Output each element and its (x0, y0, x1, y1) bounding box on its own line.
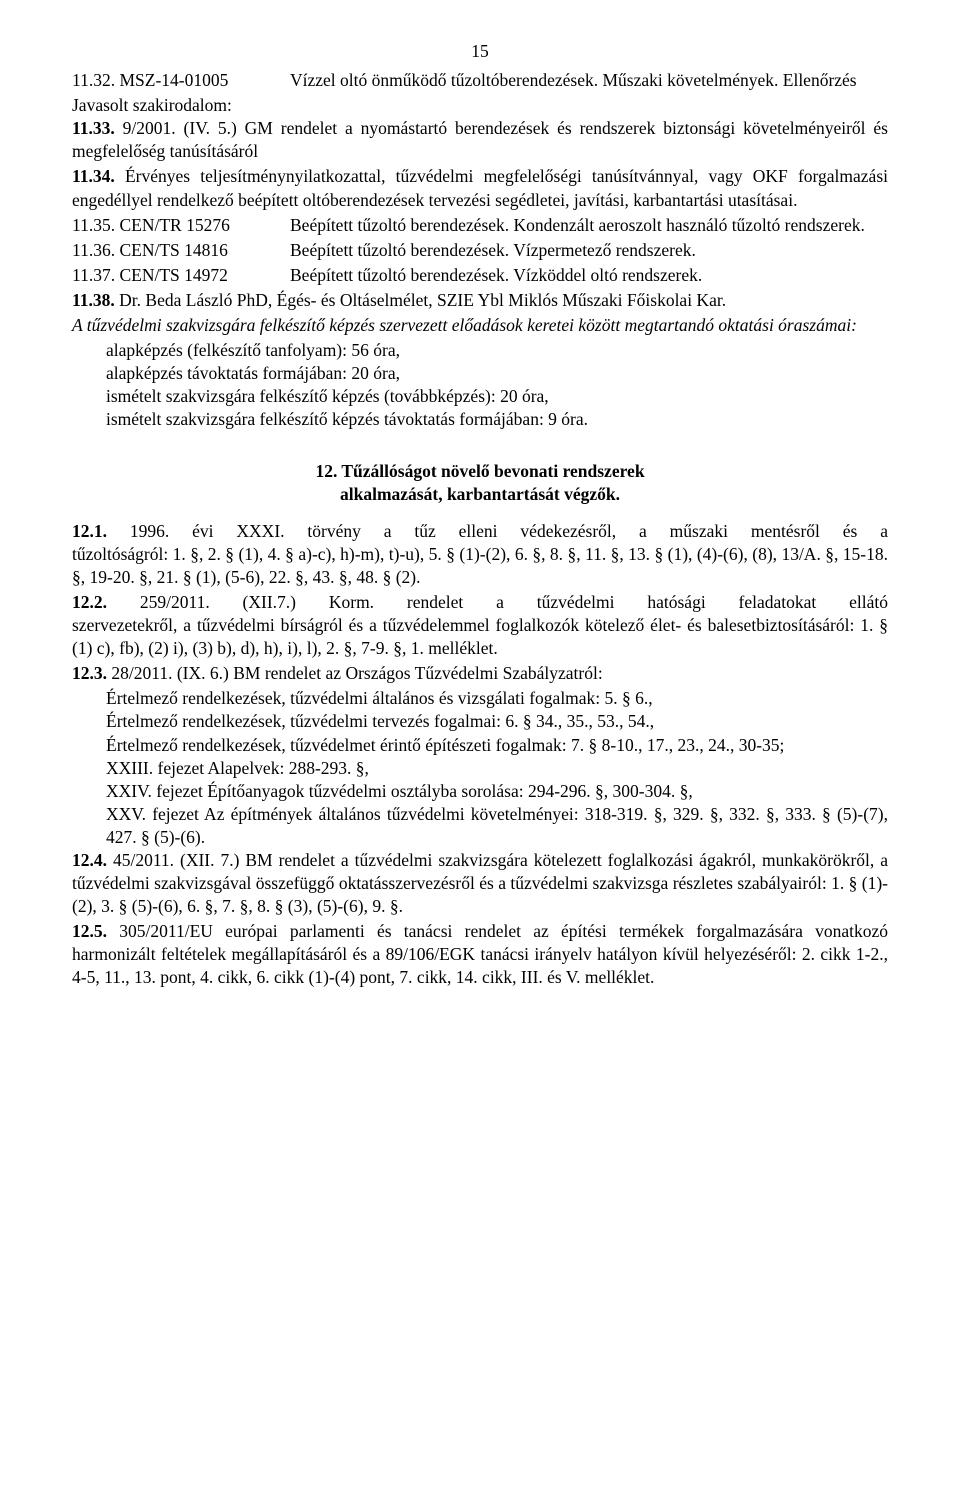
para-text: rendelet a tűzvédelmi hatósági feladatok… (374, 592, 888, 612)
para-text: 305/2011/EU európai parlamenti és tanács… (72, 921, 888, 987)
list-item: alapképzés távoktatás formájában: 20 óra… (106, 362, 888, 385)
para-text: 28/2011. (IX. 6.) BM rendelet az Országo… (107, 663, 603, 683)
entry-label: 11.37. CEN/TS 14972 (72, 264, 290, 287)
javasolt-szakirodalom: Javasolt szakirodalom: (72, 94, 888, 117)
para-12-5: 12.5. 305/2011/EU európai parlamenti és … (72, 920, 888, 989)
para-text: tűzoltóságról: 1. §, 2. § (1), 4. § a)-c… (72, 543, 888, 589)
list-item: ismételt szakvizsgára felkészítő képzés … (106, 385, 888, 408)
para-text: szervezetekről, a tűzvédelmi bírságról é… (72, 614, 888, 660)
heading-line: alkalmazását, karbantartását végzők. (72, 483, 888, 506)
para-11-33: 11.33. 9/2001. (IV. 5.) GM rendelet a ny… (72, 117, 888, 163)
para-11-38: 11.38. Dr. Beda László PhD, Égés- és Olt… (72, 289, 888, 312)
list-item: XXIII. fejezet Alapelvek: 288-293. §, (106, 757, 888, 780)
orak-intro: A tűzvédelmi szakvizsgára felkészítő kép… (72, 314, 888, 337)
para-label: 12.3. (72, 663, 107, 683)
para-label: 12.1. (72, 521, 107, 541)
entry-label: 11.35. CEN/TR 15276 (72, 214, 290, 237)
para-12-1: 12.1. 1996. évi XXXI. törvény a tűz elle… (72, 520, 888, 589)
para-text: 45/2011. (XII. 7.) BM rendelet a tűzvéde… (72, 850, 888, 916)
para-text: 1996. évi XXXI. (107, 521, 285, 541)
list-item: Értelmező rendelkezések, tűzvédelmet éri… (106, 734, 888, 757)
para-text: Dr. Beda László PhD, Égés- és Oltáselmél… (115, 290, 726, 310)
para-label: 11.34. (72, 166, 115, 186)
entry-desc: Vízzel oltó önműködő tűzoltóberendezések… (290, 69, 888, 92)
orak-list: alapképzés (felkészítő tanfolyam): 56 ór… (72, 339, 888, 431)
section-heading-12: 12. Tűzállóságot növelő bevonati rendsze… (72, 460, 888, 506)
para-text: törvény a tűz elleni védekezésről, a műs… (285, 521, 888, 541)
para-12-3: 12.3. 28/2011. (IX. 6.) BM rendelet az O… (72, 662, 888, 685)
entry-11-36: 11.36. CEN/TS 14816 Beépített tűzoltó be… (72, 239, 888, 262)
list-item: alapképzés (felkészítő tanfolyam): 56 ór… (106, 339, 888, 362)
para-label: 12.5. (72, 921, 107, 941)
para-text: 9/2001. (IV. 5.) GM rendelet a nyomástar… (72, 118, 888, 161)
entry-11-32: 11.32. MSZ-14-01005 Vízzel oltó önműködő… (72, 69, 888, 92)
para-12-3-sublist: Értelmező rendelkezések, tűzvédelmi álta… (72, 687, 888, 849)
heading-line: 12. Tűzállóságot növelő bevonati rendsze… (72, 460, 888, 483)
para-text: 259/2011. (XII.7.) Korm. (107, 592, 374, 612)
entry-label: 11.36. CEN/TS 14816 (72, 239, 290, 262)
entry-11-35: 11.35. CEN/TR 15276 Beépített tűzoltó be… (72, 214, 888, 237)
para-label: 12.2. (72, 592, 107, 612)
para-text: Érvényes teljesítménynyilatkozattal, tűz… (72, 166, 888, 209)
page-number: 15 (72, 40, 888, 63)
entry-11-37: 11.37. CEN/TS 14972 Beépített tűzoltó be… (72, 264, 888, 287)
para-label: 12.4. (72, 850, 107, 870)
entry-desc: Beépített tűzoltó berendezések. Kondenzá… (290, 214, 888, 237)
entry-desc: Beépített tűzoltó berendezések. Vízperme… (290, 239, 888, 262)
list-item: ismételt szakvizsgára felkészítő képzés … (106, 408, 888, 431)
para-11-34: 11.34. Érvényes teljesítménynyilatkozatt… (72, 165, 888, 211)
list-item: Értelmező rendelkezések, tűzvédelmi álta… (106, 687, 888, 710)
para-12-2: 12.2. 259/2011. (XII.7.) Korm. rendelet … (72, 591, 888, 660)
para-12-4: 12.4. 45/2011. (XII. 7.) BM rendelet a t… (72, 849, 888, 918)
entry-desc: Beépített tűzoltó berendezések. Vízködde… (290, 264, 888, 287)
list-item: Értelmező rendelkezések, tűzvédelmi terv… (106, 710, 888, 733)
para-label: 11.33. (72, 118, 115, 138)
list-item: XXV. fejezet Az építmények általános tűz… (106, 803, 888, 849)
para-label: 11.38. (72, 290, 115, 310)
list-item: XXIV. fejezet Építőanyagok tűzvédelmi os… (106, 780, 888, 803)
entry-label: 11.32. MSZ-14-01005 (72, 69, 290, 92)
